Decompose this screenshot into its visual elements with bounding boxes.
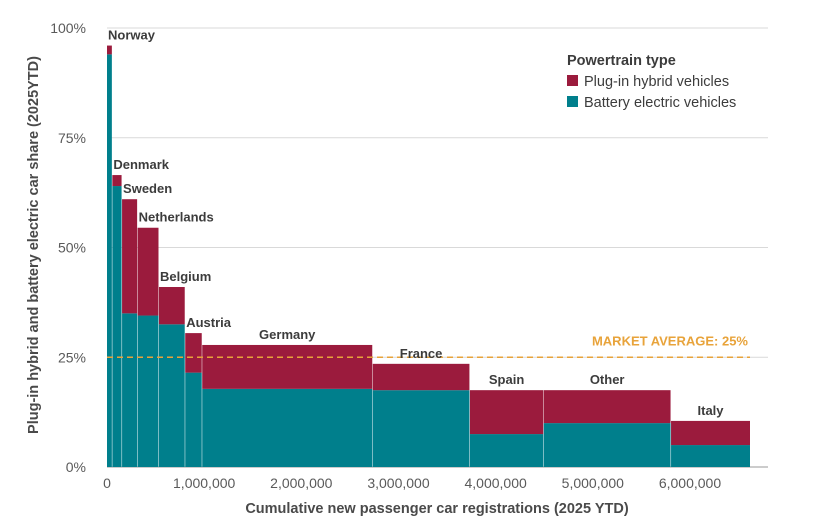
bar-phev (671, 420, 750, 446)
country-label: Netherlands (139, 210, 214, 225)
bar-bev (185, 372, 202, 467)
country-label: Belgium (160, 269, 211, 284)
bar-phev (112, 175, 122, 187)
y-tick-label: 100% (50, 20, 86, 36)
country-labels: Norway Denmark Sweden Netherlands Belgium Aus… (108, 28, 724, 418)
country-label: Italy (698, 403, 725, 418)
legend-label-bev: Battery electric vehicles (584, 95, 736, 111)
legend-swatch-bev (567, 96, 578, 107)
y-tick-label: 0% (66, 459, 86, 475)
y-tick-label: 25% (58, 349, 86, 365)
bars (107, 45, 750, 468)
country-label: Spain (489, 372, 524, 387)
country-label: France (400, 346, 443, 361)
bar-phev (469, 390, 544, 435)
market-average-label: MARKET AVERAGE: 25% (592, 333, 748, 348)
bar-phev (185, 333, 202, 373)
x-tick-label: 5,000,000 (562, 475, 624, 491)
bar-bev (158, 324, 185, 467)
bar-phev (107, 45, 112, 55)
country-label: Germany (259, 327, 316, 342)
bar-bev (543, 423, 671, 467)
bar-bev (469, 434, 544, 467)
country-label: Sweden (123, 181, 172, 196)
country-label: Austria (186, 315, 232, 330)
legend-title: Powertrain type (567, 53, 676, 69)
bar-bev (671, 445, 750, 467)
bar-phev (372, 363, 470, 391)
x-tick-label: 0 (103, 475, 111, 491)
legend-swatch-phev (567, 75, 578, 86)
bar-bev (372, 390, 470, 467)
y-tick-label: 75% (58, 130, 86, 146)
reference-line-group: MARKET AVERAGE: 25% (107, 333, 750, 358)
country-label: Denmark (113, 157, 169, 172)
bar-bev (202, 388, 373, 467)
bar-phev (158, 287, 185, 325)
country-label: Other (590, 372, 625, 387)
x-tick-label: 1,000,000 (173, 475, 235, 491)
country-label: Norway (108, 28, 156, 43)
x-axis-title: Cumulative new passenger car registratio… (245, 501, 628, 517)
bar-bev (112, 186, 122, 468)
x-tick-label: 3,000,000 (367, 475, 429, 491)
legend: Powertrain type Plug-in hybrid vehicles … (567, 53, 736, 111)
bar-phev (137, 227, 159, 316)
axis-ticks: 0% 25% 50% 75% 100% 0 1,000,000 2,000,000 3,000,… (50, 20, 721, 491)
bar-phev (202, 344, 373, 389)
x-tick-label: 6,000,000 (659, 475, 721, 491)
bar-bev (122, 313, 138, 467)
legend-label-phev: Plug-in hybrid vehicles (584, 74, 729, 90)
x-tick-label: 2,000,000 (270, 475, 332, 491)
x-tick-label: 4,000,000 (465, 475, 527, 491)
bar-bev (137, 315, 159, 467)
y-tick-label: 50% (58, 240, 86, 256)
bar-bev (107, 54, 112, 468)
bar-phev (122, 199, 138, 314)
y-axis-title: Plug-in hybrid and battery electric car … (26, 56, 42, 434)
bar-phev (543, 390, 671, 424)
